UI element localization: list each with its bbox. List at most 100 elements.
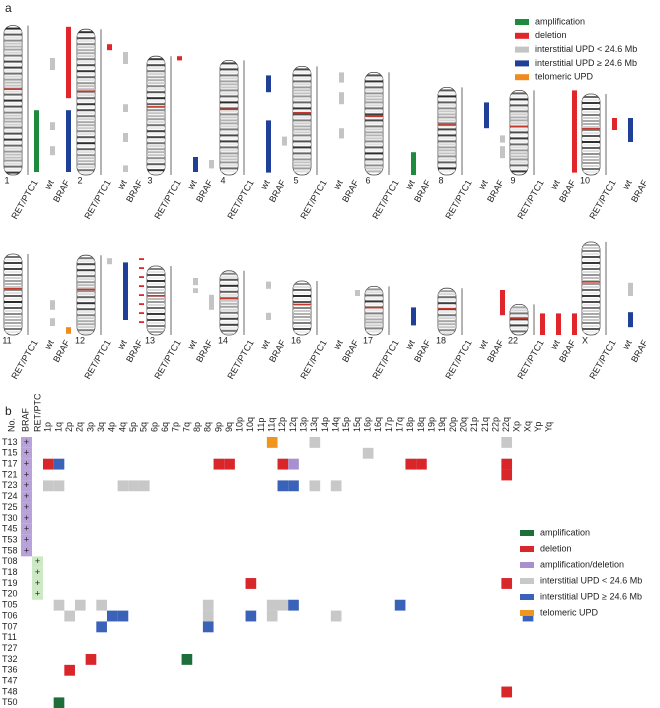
arm-label: 22p xyxy=(490,417,500,432)
band xyxy=(4,141,22,144)
centromere xyxy=(582,128,600,130)
band xyxy=(220,146,238,149)
band xyxy=(4,105,22,108)
track-label: wt xyxy=(258,338,272,352)
band xyxy=(293,292,311,294)
chromosome-label: 2 xyxy=(77,175,82,185)
segment xyxy=(500,135,505,143)
band xyxy=(365,164,383,167)
cell xyxy=(416,458,427,470)
centromere xyxy=(4,288,22,290)
segment xyxy=(500,146,505,159)
band xyxy=(582,126,600,128)
sample-id: T32 xyxy=(2,654,18,664)
band xyxy=(77,172,95,175)
bands xyxy=(582,244,600,333)
sample-id: T50 xyxy=(2,697,18,707)
sample-id: T23 xyxy=(2,480,18,490)
band xyxy=(220,284,238,287)
band xyxy=(293,167,311,170)
band xyxy=(293,155,311,158)
band xyxy=(510,158,528,161)
marker: + xyxy=(35,589,40,599)
segment xyxy=(139,303,144,305)
bands xyxy=(293,68,311,173)
band xyxy=(582,162,600,164)
band xyxy=(220,167,238,170)
band xyxy=(147,73,165,76)
band xyxy=(293,83,311,86)
band xyxy=(147,277,165,279)
band xyxy=(4,117,22,120)
band xyxy=(510,134,528,137)
band xyxy=(293,74,311,77)
band xyxy=(77,311,95,314)
band xyxy=(293,152,311,155)
band xyxy=(438,131,456,134)
cell xyxy=(53,458,65,470)
band xyxy=(77,290,95,293)
band xyxy=(77,151,95,154)
marker: + xyxy=(24,480,29,490)
chromosome-label: 12 xyxy=(75,335,85,345)
band xyxy=(220,293,238,296)
segment xyxy=(193,278,198,286)
panel-label: a xyxy=(5,1,12,15)
band xyxy=(582,138,600,140)
band xyxy=(4,138,22,141)
cell xyxy=(43,458,54,470)
band xyxy=(582,301,600,303)
arm-label: 14q xyxy=(331,417,341,432)
band xyxy=(582,114,600,116)
band xyxy=(510,167,528,170)
band xyxy=(147,331,165,333)
arm-label: 16q xyxy=(373,417,383,432)
marker: + xyxy=(24,469,29,479)
cell xyxy=(266,437,278,448)
band xyxy=(510,92,528,95)
segment xyxy=(123,104,128,112)
band xyxy=(438,152,456,155)
bands xyxy=(77,257,95,335)
band xyxy=(365,294,383,297)
cell xyxy=(117,610,129,622)
band xyxy=(77,269,95,272)
band xyxy=(4,301,22,303)
legend-swatch xyxy=(520,546,534,552)
band xyxy=(365,74,383,77)
band xyxy=(220,119,238,122)
track-label: BRAF xyxy=(51,338,72,364)
band xyxy=(365,288,383,291)
arm-label: 17p xyxy=(384,417,394,432)
band xyxy=(510,161,528,164)
band xyxy=(147,169,165,172)
track-label: RET/PTC1 xyxy=(370,178,400,221)
band xyxy=(582,102,600,104)
segment xyxy=(572,90,577,173)
arm-label: 8q xyxy=(203,422,213,432)
band xyxy=(4,144,22,147)
band xyxy=(77,157,95,160)
track-label: RET/PTC1 xyxy=(152,178,182,221)
band xyxy=(4,289,22,291)
cell xyxy=(266,599,278,611)
band xyxy=(365,146,383,149)
segment xyxy=(628,118,633,142)
band xyxy=(220,302,238,305)
band xyxy=(4,99,22,102)
band xyxy=(77,91,95,94)
column-header: RET/PTC xyxy=(32,393,42,432)
band xyxy=(582,156,600,158)
band xyxy=(147,139,165,142)
band xyxy=(147,304,165,306)
band xyxy=(438,92,456,95)
arm-label: 3p xyxy=(85,422,95,432)
band xyxy=(438,302,456,305)
band xyxy=(147,148,165,151)
marker-bg xyxy=(21,523,32,535)
arm-label: 22q xyxy=(501,417,511,432)
